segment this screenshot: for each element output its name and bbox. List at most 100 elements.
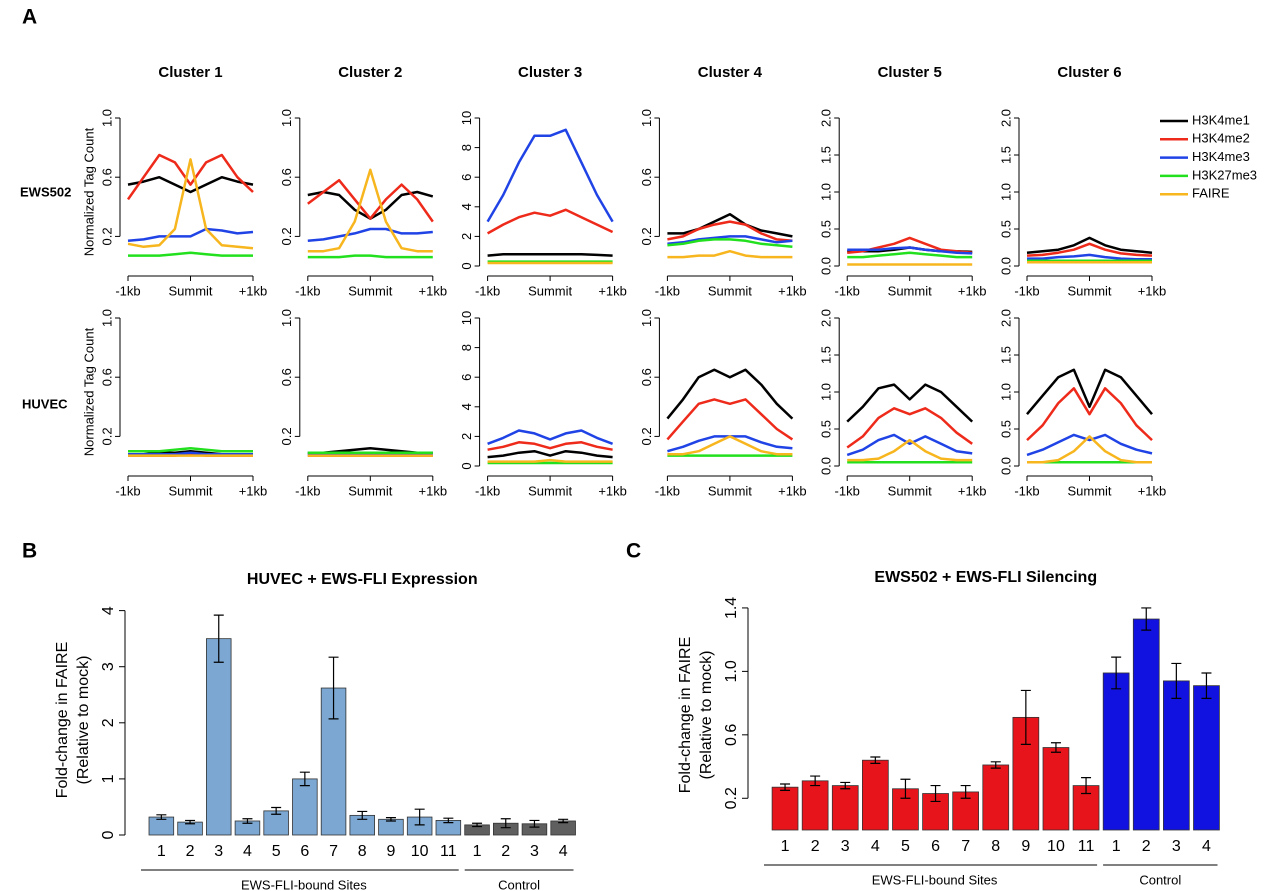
profile-line [667, 212, 793, 238]
x-tick-label: -1kb [115, 283, 140, 298]
panel-label: A [22, 6, 37, 29]
x-tick-label: -1kb [295, 283, 320, 298]
x-tick-label: Summit [168, 283, 212, 298]
x-tick-label: 4 [559, 843, 568, 860]
x-tick-label: Summit [528, 483, 572, 498]
y-tick-label: 0.0 [819, 457, 834, 475]
y-tick-label: 2 [100, 718, 117, 727]
y-tick-label: 1.0 [279, 109, 294, 127]
y-tick-label: 6 [459, 174, 474, 181]
y-tick-label: 2 [459, 233, 474, 240]
y-tick-label: 8 [459, 144, 474, 151]
y-tick-label: 0.6 [639, 368, 654, 386]
bar [982, 764, 1010, 831]
y-tick-label: 2.0 [819, 109, 834, 127]
x-tick-label: 10 [411, 843, 429, 860]
x-tick-label: +1kb [598, 483, 627, 498]
panel-label: C [626, 540, 641, 563]
y-tick-label: 0.6 [279, 168, 294, 186]
error-bar [1201, 672, 1212, 699]
y-tick-label: 0.2 [99, 227, 114, 245]
x-tick-label: 7 [961, 838, 970, 855]
profile-line [667, 249, 793, 259]
group-label: EWS-FLI-bound Sites [872, 872, 998, 887]
profile-line [307, 168, 433, 253]
profile-line [1026, 433, 1153, 457]
profile-line [128, 446, 253, 453]
error-bar [1111, 656, 1122, 690]
error-bar [156, 814, 167, 820]
profile-line [846, 407, 973, 449]
y-tick-label: 0 [459, 262, 474, 269]
y-tick-label: 1.5 [819, 146, 834, 164]
x-tick-label: -1kb [1014, 283, 1039, 298]
x-tick-label: 2 [1142, 838, 1151, 855]
x-tick-label: +1kb [239, 483, 268, 498]
bar [831, 785, 859, 831]
y-tick-label: 0.2 [279, 427, 294, 445]
y-tick-label: 4 [100, 606, 117, 615]
x-tick-label: 10 [1047, 838, 1065, 855]
y-tick-label: 1.0 [998, 183, 1013, 201]
profile-line [128, 251, 253, 257]
error-bar [930, 784, 941, 803]
x-tick-label: 2 [501, 843, 510, 860]
profile-line [1026, 242, 1153, 257]
profile-line [307, 178, 434, 223]
y-tick-label: 6 [459, 374, 474, 381]
x-tick-label: 1 [781, 838, 790, 855]
y-tick-label: 2.0 [998, 309, 1013, 327]
x-tick-label: 11 [440, 843, 457, 860]
x-tick-label: 3 [530, 843, 539, 860]
chart-title: EWS502 + EWS-FLI Silencing [874, 569, 1097, 586]
x-tick-label: 11 [1078, 838, 1095, 855]
legend-label: FAIRE [1192, 186, 1230, 201]
profile-line [127, 175, 254, 194]
x-tick-label: +1kb [239, 283, 268, 298]
x-tick-label: +1kb [778, 283, 807, 298]
error-bar [870, 756, 881, 764]
group-label: Control [498, 877, 540, 891]
y-tick-label: 0.5 [998, 420, 1013, 438]
x-tick-label: Summit [348, 283, 392, 298]
x-tick-label: +1kb [1138, 483, 1167, 498]
profile-line [846, 433, 973, 457]
error-bar [185, 819, 196, 825]
error-bar [328, 656, 339, 720]
y-tick-label: 0.2 [99, 427, 114, 445]
error-bar [414, 808, 425, 826]
y-tick-label: 1.0 [279, 309, 294, 327]
y-tick-label: 1.5 [998, 146, 1013, 164]
y-tick-label: 1 [100, 774, 117, 783]
chart-title: Cluster 5 [878, 64, 942, 81]
chart-title: HUVEC + EWS-FLI Expression [247, 571, 478, 588]
y-tick-label: 1.0 [99, 109, 114, 127]
x-tick-label: 2 [811, 838, 820, 855]
error-bar [472, 822, 483, 828]
y-tick-label: 0.6 [99, 168, 114, 186]
chart-title: Cluster 1 [158, 64, 222, 81]
x-tick-label: -1kb [835, 483, 860, 498]
error-bar [443, 817, 454, 824]
chart-title: Cluster 6 [1057, 64, 1121, 81]
profile-line [128, 451, 253, 456]
y-tick-label: 0.5 [819, 420, 834, 438]
chart-title: Cluster 3 [518, 64, 582, 81]
profile-line [846, 383, 974, 423]
y-tick-label: 0 [459, 462, 474, 469]
legend-label: H3K27me3 [1192, 167, 1257, 182]
x-tick-label: 2 [186, 843, 195, 860]
error-bar [500, 818, 511, 829]
x-tick-label: +1kb [958, 283, 987, 298]
x-tick-label: +1kb [598, 283, 627, 298]
bar [206, 638, 232, 836]
x-tick-label: 3 [1172, 838, 1181, 855]
legend-label: H3K4me3 [1192, 149, 1250, 164]
x-tick-label: 8 [358, 843, 367, 860]
error-bar [385, 817, 396, 822]
y-axis-label: (Relative to mock) [75, 656, 92, 785]
y-tick-label: 0.0 [819, 257, 834, 275]
y-tick-label: 1.0 [723, 660, 740, 682]
x-tick-label: 4 [1202, 838, 1211, 855]
